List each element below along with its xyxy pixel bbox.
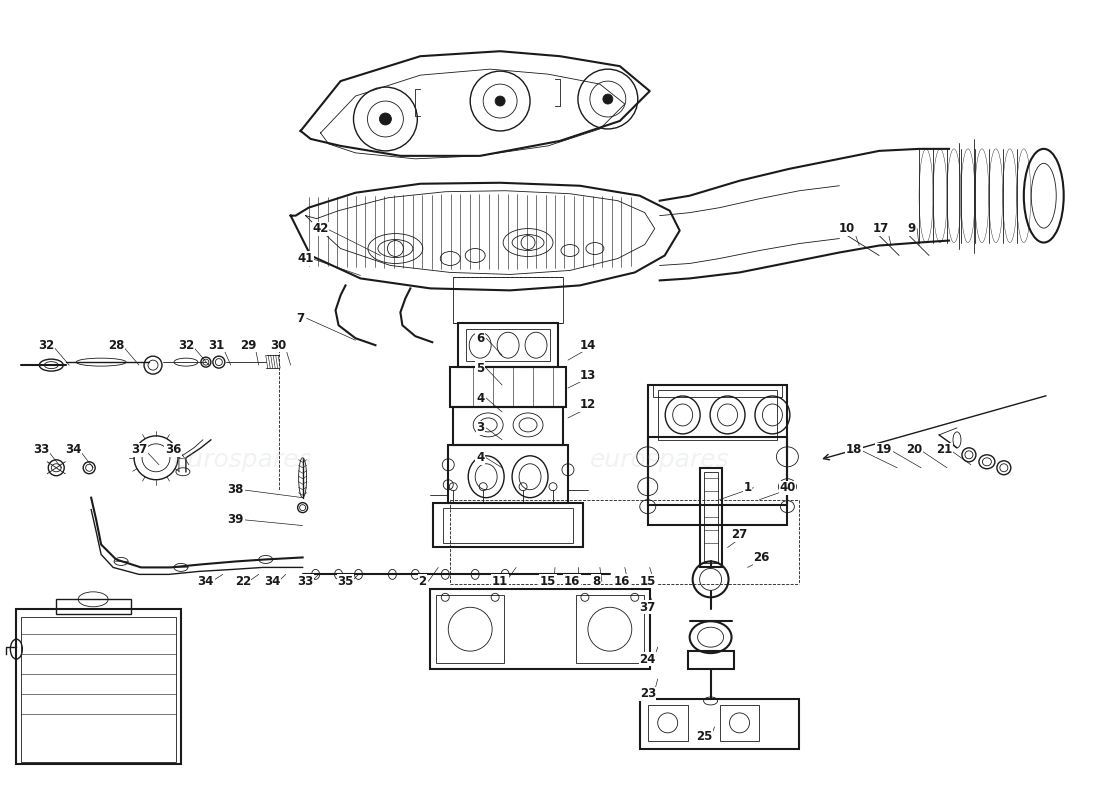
Bar <box>430 590 650 669</box>
Bar <box>16 610 180 764</box>
Text: 4: 4 <box>476 391 484 405</box>
Bar <box>576 595 643 663</box>
Bar <box>21 618 176 762</box>
Bar <box>648 437 788 505</box>
Bar <box>719 705 759 741</box>
Text: 9: 9 <box>908 222 915 235</box>
Text: 42: 42 <box>312 222 329 235</box>
Text: 2: 2 <box>418 575 427 588</box>
Text: 19: 19 <box>876 443 892 456</box>
Text: 15: 15 <box>639 575 656 588</box>
Text: 37: 37 <box>131 443 147 456</box>
Text: 4: 4 <box>476 451 484 464</box>
Text: 38: 38 <box>228 483 244 496</box>
Bar <box>652 385 782 397</box>
Bar <box>449 445 568 502</box>
Text: 32: 32 <box>178 338 194 352</box>
Text: 35: 35 <box>338 575 354 588</box>
Text: 18: 18 <box>846 443 862 456</box>
Text: 32: 32 <box>39 338 54 352</box>
Text: 7: 7 <box>297 312 305 325</box>
Text: 25: 25 <box>696 730 713 743</box>
Text: eurospares: eurospares <box>173 448 312 472</box>
Bar <box>640 699 800 749</box>
Text: 6: 6 <box>476 332 484 345</box>
Circle shape <box>379 113 392 125</box>
Bar <box>459 323 558 367</box>
Text: 34: 34 <box>65 443 81 456</box>
Text: 30: 30 <box>271 338 287 352</box>
Bar <box>437 595 504 663</box>
Bar <box>443 508 573 542</box>
Text: 17: 17 <box>873 222 889 235</box>
Text: 22: 22 <box>234 575 251 588</box>
Text: 16: 16 <box>614 575 630 588</box>
Text: eurospares: eurospares <box>590 448 729 472</box>
Text: 1: 1 <box>744 481 751 494</box>
Bar <box>453 278 563 323</box>
Bar <box>658 390 778 440</box>
Bar <box>688 651 734 669</box>
Circle shape <box>495 96 505 106</box>
Text: 33: 33 <box>297 575 313 588</box>
Text: 28: 28 <box>108 338 124 352</box>
Text: 40: 40 <box>779 481 795 494</box>
Bar <box>704 472 717 563</box>
Text: 39: 39 <box>228 513 244 526</box>
Text: 41: 41 <box>297 252 313 265</box>
Text: 21: 21 <box>936 443 953 456</box>
Text: 16: 16 <box>564 575 580 588</box>
Text: 13: 13 <box>580 369 596 382</box>
Text: 34: 34 <box>198 575 214 588</box>
Bar <box>648 385 788 525</box>
Text: 8: 8 <box>592 575 600 588</box>
Text: 12: 12 <box>580 398 596 411</box>
Text: 10: 10 <box>839 222 856 235</box>
Text: 36: 36 <box>165 443 182 456</box>
Text: 33: 33 <box>33 443 50 456</box>
Bar <box>466 330 550 361</box>
Text: 11: 11 <box>492 575 508 588</box>
Text: 26: 26 <box>754 551 770 564</box>
Bar <box>648 705 688 741</box>
Text: 5: 5 <box>476 362 484 374</box>
Text: 24: 24 <box>639 653 656 666</box>
Bar <box>433 502 583 547</box>
Text: 31: 31 <box>208 338 224 352</box>
Bar <box>56 599 131 614</box>
Text: 29: 29 <box>241 338 257 352</box>
Text: 15: 15 <box>540 575 557 588</box>
Bar <box>453 407 563 445</box>
Bar <box>450 367 566 407</box>
Text: 14: 14 <box>580 338 596 352</box>
Text: 3: 3 <box>476 422 484 434</box>
Text: 27: 27 <box>732 528 748 541</box>
Text: 20: 20 <box>906 443 922 456</box>
Circle shape <box>603 94 613 104</box>
Text: 34: 34 <box>264 575 280 588</box>
Text: 23: 23 <box>639 687 656 701</box>
Text: 37: 37 <box>639 601 656 614</box>
Bar <box>700 468 722 567</box>
